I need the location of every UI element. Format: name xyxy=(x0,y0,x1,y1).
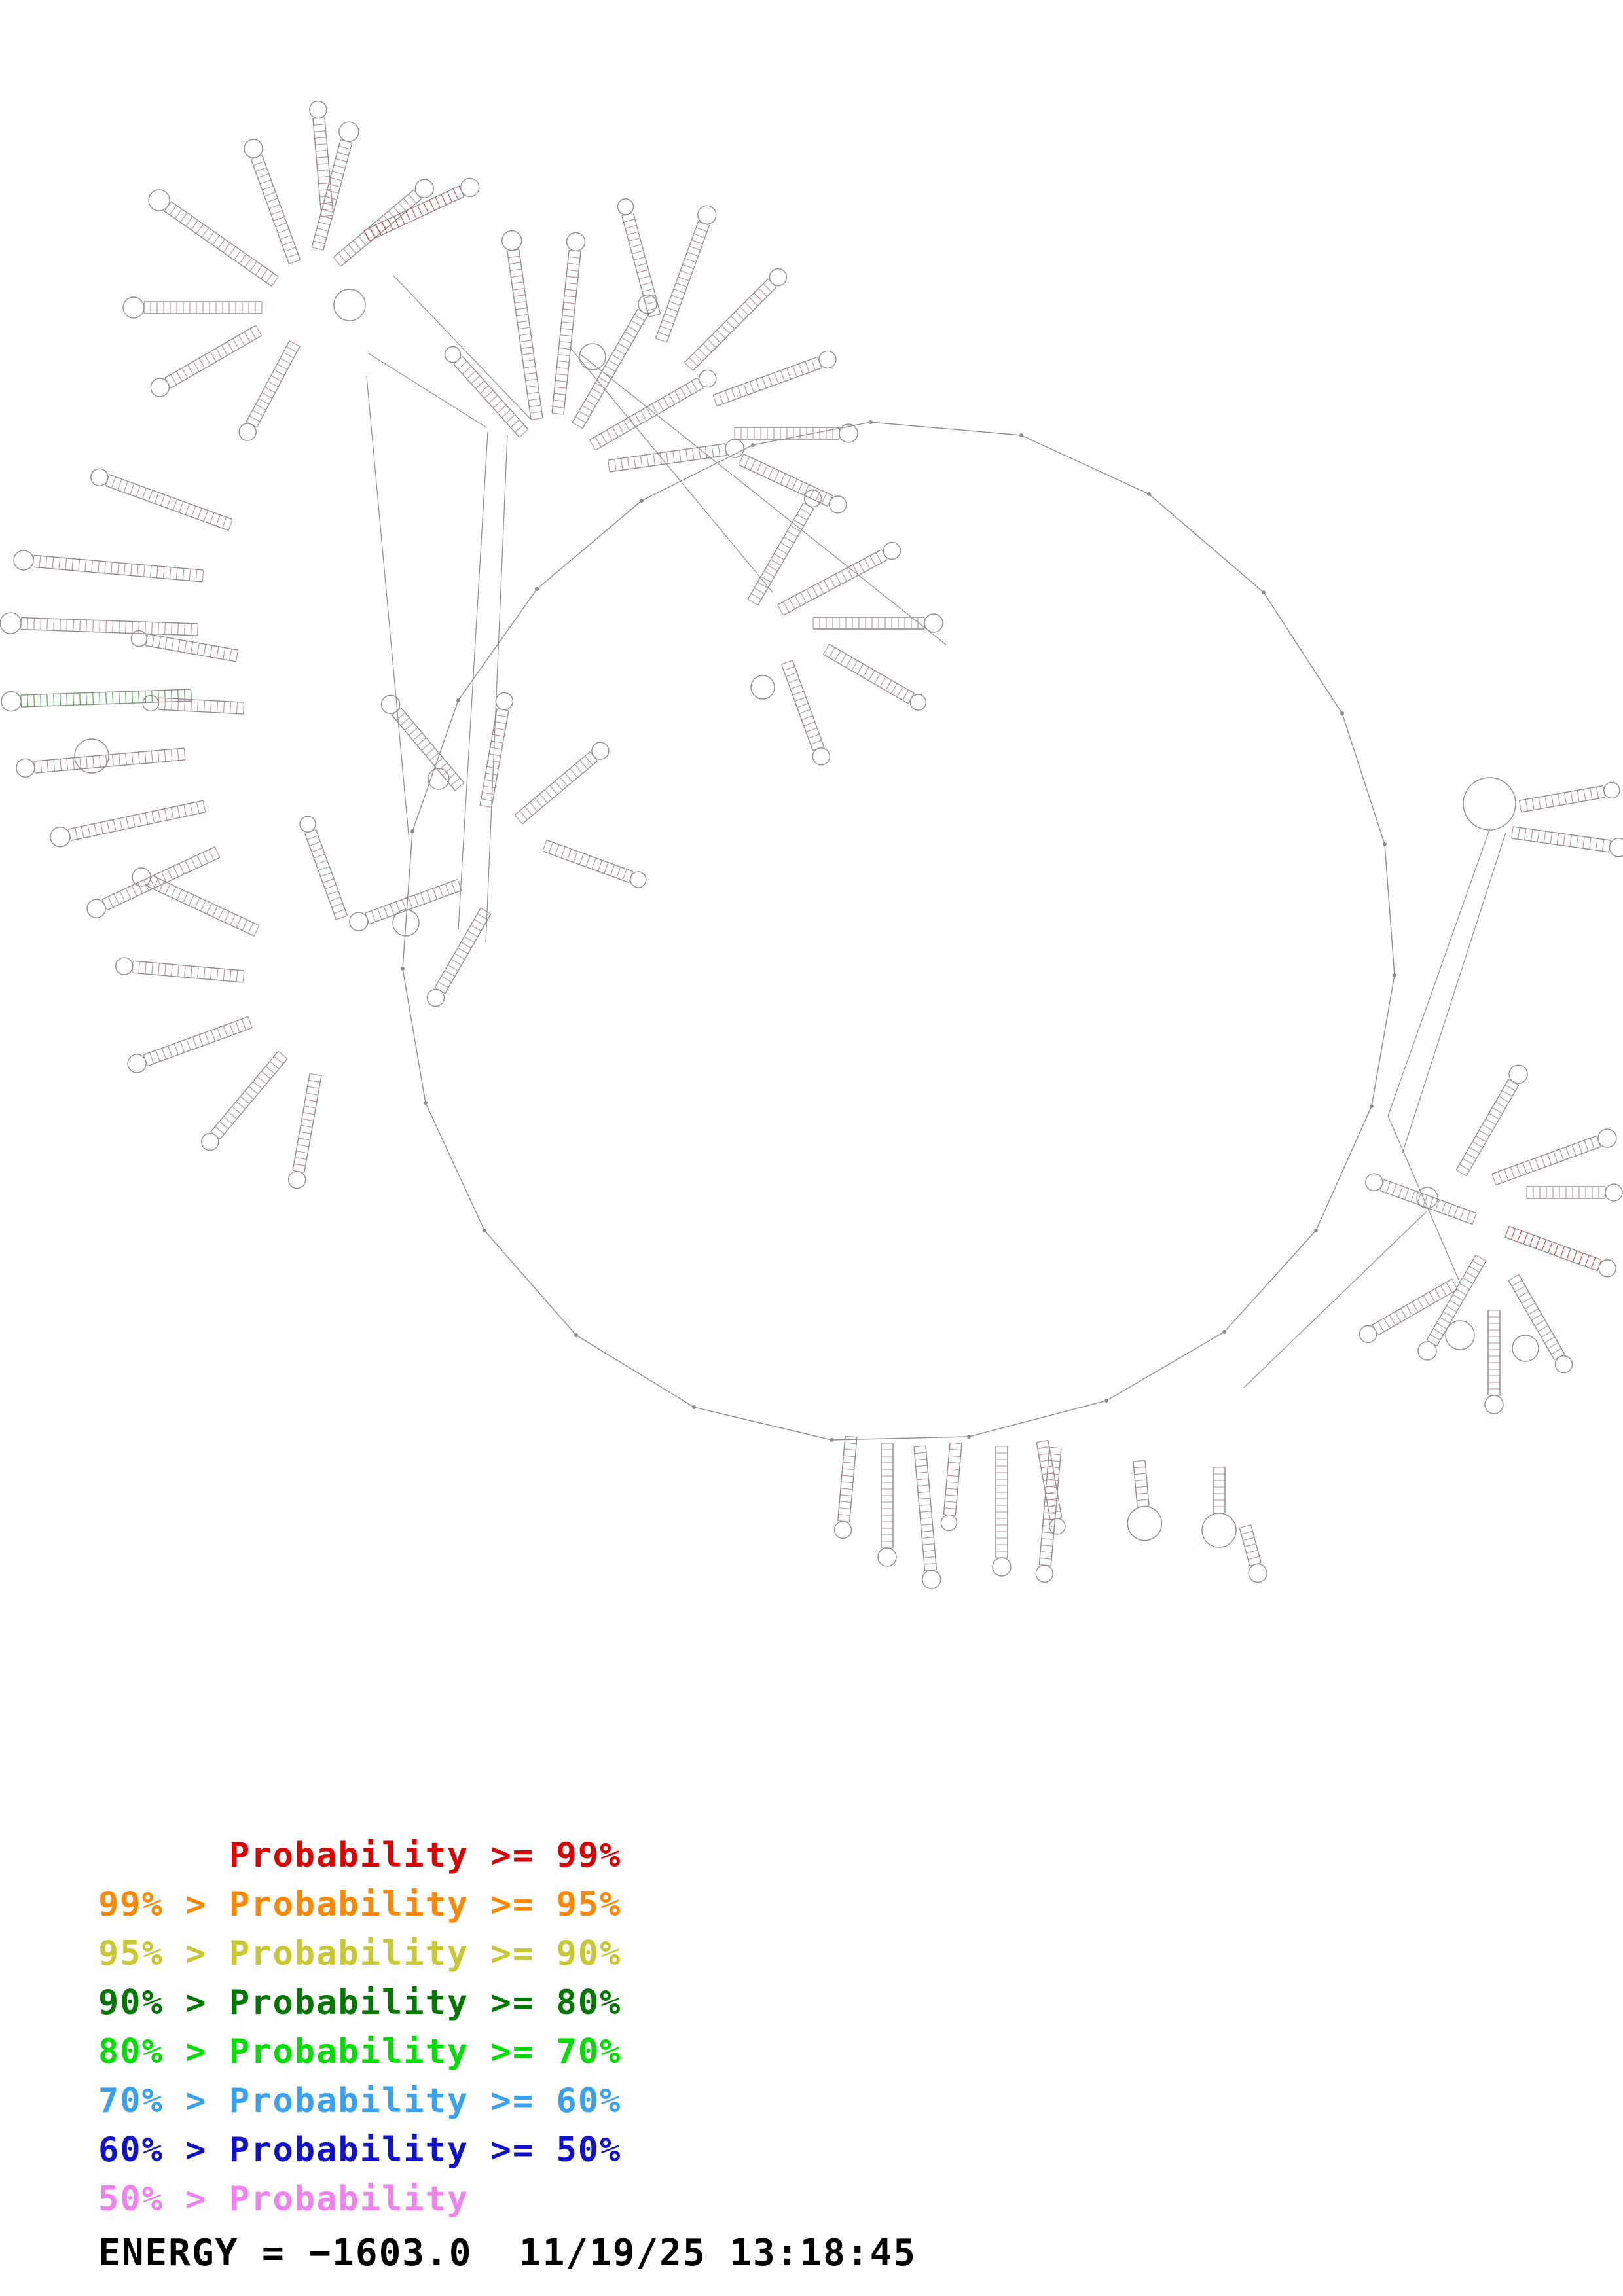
legend-item: 99% > Probability >= 95% xyxy=(98,1885,622,1924)
legend-item: 80% > Probability >= 70% xyxy=(98,2032,622,2072)
legend-item: 70% > Probability >= 60% xyxy=(98,2081,622,2121)
legend-item: 95% > Probability >= 90% xyxy=(98,1934,622,1973)
legend-item: 90% > Probability >= 80% xyxy=(98,1983,622,2022)
legend-item: 60% > Probability >= 50% xyxy=(98,2130,622,2170)
legend-item: Probability >= 99% xyxy=(98,1836,622,1875)
legend-item: 50% > Probability xyxy=(98,2179,469,2219)
energy-caption: ENERGY = −1603.0 11/19/25 13:18:45 xyxy=(98,2232,917,2274)
probability-legend: Probability >= 99% 99% > Probability >= 9… xyxy=(98,1831,621,2224)
